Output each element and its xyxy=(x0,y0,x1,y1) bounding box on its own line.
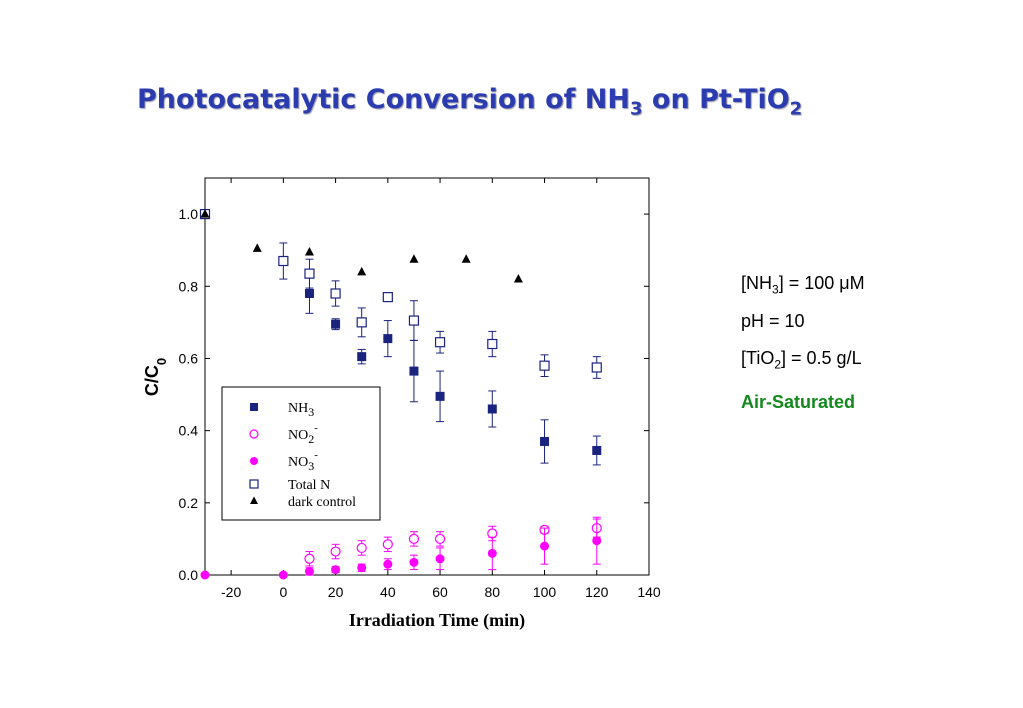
condition-nh3-value: ] = 100 μM xyxy=(778,273,865,293)
y-axis-label: C/C0 xyxy=(142,358,169,396)
legend-marker-no2 xyxy=(249,429,259,439)
series-no2 xyxy=(304,518,602,567)
data-point xyxy=(408,533,420,545)
condition-tio2-subscript: 2 xyxy=(774,357,782,372)
data-point xyxy=(591,362,602,373)
x-tick-label: -20 xyxy=(221,584,241,600)
legend-label-dark: dark control xyxy=(288,495,356,510)
y-tick-label: 0.0 xyxy=(179,567,199,583)
condition-tio2: [TiO2] = 0.5 g/L xyxy=(741,348,862,372)
x-axis-label: Irradiation Time (min) xyxy=(349,610,525,631)
condition-ph: pH = 10 xyxy=(741,311,805,331)
legend-superscript: - xyxy=(314,422,318,434)
x-tick-label: 60 xyxy=(432,584,448,600)
condition-tio2-value: ] = 0.5 g/L xyxy=(781,348,862,368)
x-tick-label: 120 xyxy=(585,584,609,600)
data-point xyxy=(382,292,393,303)
condition-nh3-subscript: 3 xyxy=(772,282,779,297)
legend-label-totaln: Total N xyxy=(288,478,330,493)
legend-subscript: 3 xyxy=(308,459,314,473)
y-tick-label: 0.4 xyxy=(179,423,199,439)
x-tick-label: 40 xyxy=(380,584,396,600)
data-point xyxy=(330,546,341,557)
data-point xyxy=(383,559,393,569)
data-point xyxy=(357,266,367,276)
title-text-main: Photocatalytic Conversion of NH xyxy=(137,84,630,115)
condition-nh3: [NH3] = 100 μM xyxy=(741,273,865,297)
x-tick-label: 100 xyxy=(533,584,557,600)
legend-marker-dark xyxy=(250,496,258,504)
data-point xyxy=(540,541,550,551)
data-point xyxy=(435,391,445,401)
condition-air-saturated: Air-Saturated xyxy=(741,392,856,412)
title-subscript-2: 2 xyxy=(789,98,803,120)
data-point xyxy=(200,570,210,580)
data-point xyxy=(592,536,602,546)
y-tick-label: 0.6 xyxy=(179,350,199,366)
title-text-mid: on Pt-TiO xyxy=(642,84,790,115)
legend-superscript: - xyxy=(314,449,318,461)
x-tick-label: 140 xyxy=(637,584,661,600)
data-point xyxy=(304,566,314,576)
series-dark xyxy=(200,209,523,283)
data-point xyxy=(513,274,523,283)
x-tick-label: 20 xyxy=(328,584,344,600)
data-point xyxy=(304,246,314,256)
legend-box xyxy=(221,386,381,521)
y-axis-label-subscript: 0 xyxy=(154,358,169,365)
data-point xyxy=(278,570,288,580)
data-point xyxy=(331,565,341,575)
data-point xyxy=(356,542,367,554)
legend-marker-totaln xyxy=(249,479,259,489)
data-point xyxy=(408,315,420,326)
data-point xyxy=(435,554,445,564)
series-totaln xyxy=(199,208,602,379)
data-point xyxy=(356,317,367,328)
data-point xyxy=(357,563,367,573)
y-tick-label: 1.0 xyxy=(179,206,199,222)
title-subscript-3: 3 xyxy=(630,98,643,120)
legend-marker-nh3 xyxy=(250,403,258,411)
data-point xyxy=(383,334,393,344)
y-tick-label: 0.2 xyxy=(179,495,199,511)
data-point xyxy=(539,360,550,371)
data-point xyxy=(330,288,341,299)
condition-tio2-text: [TiO xyxy=(741,348,775,368)
data-point xyxy=(487,404,497,414)
data-point xyxy=(304,288,314,298)
data-point xyxy=(200,209,210,218)
data-point xyxy=(540,436,550,446)
data-point xyxy=(487,548,497,558)
data-point xyxy=(461,254,471,263)
data-point xyxy=(252,243,262,252)
data-point xyxy=(409,254,419,263)
data-point xyxy=(434,533,446,545)
page-title: Photocatalytic Conversion of NH3 on Pt-T… xyxy=(137,84,802,119)
data-point xyxy=(434,337,446,348)
data-point xyxy=(592,445,602,455)
data-point xyxy=(304,553,315,564)
series-no3 xyxy=(200,516,602,580)
data-point xyxy=(331,319,341,329)
x-tick-label: 80 xyxy=(485,584,501,600)
legend-subscript: 3 xyxy=(308,405,314,419)
legend-marker-no3 xyxy=(250,457,258,465)
plot-frame xyxy=(204,177,650,576)
legend-label-nh3: NH3 xyxy=(288,401,314,419)
data-point xyxy=(278,255,289,267)
x-tick-label: 0 xyxy=(279,584,287,600)
data-point xyxy=(304,268,315,279)
data-point xyxy=(487,338,498,350)
data-point xyxy=(409,366,419,376)
y-tick-label: 0.8 xyxy=(179,278,199,294)
condition-nh3-text: [NH xyxy=(741,273,772,293)
data-point xyxy=(357,352,367,362)
legend-subscript: 2 xyxy=(308,432,314,446)
data-point xyxy=(382,539,393,550)
data-point xyxy=(409,557,419,567)
